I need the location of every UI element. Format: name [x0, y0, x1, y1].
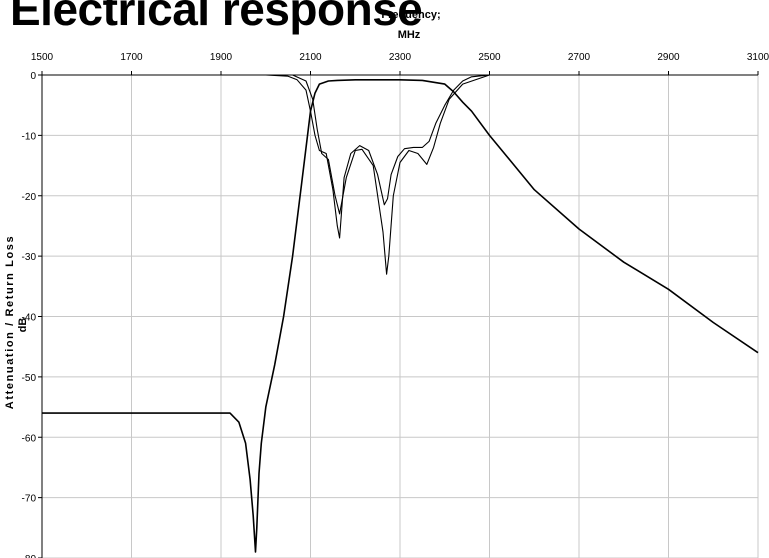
tick-labels: 1500 1700 1900 2100 2300 2500 2700 2900 3100 0 -10… — [22, 52, 769, 558]
y-tick-label: -30 — [22, 252, 37, 263]
y-axis-title-line2: dB — [17, 318, 29, 333]
y-tick-label: -50 — [22, 373, 37, 384]
axis-titles: Frequency; MHz Attenuation / Return Loss… — [4, 9, 441, 409]
x-tick-label: 2500 — [478, 52, 501, 63]
series-group — [42, 74, 759, 553]
x-tick-label: 1900 — [210, 52, 233, 63]
x-tick-label: 2300 — [389, 52, 412, 63]
y-tick-label: -20 — [22, 192, 37, 203]
x-tick-label: 2100 — [299, 52, 322, 63]
y-tick-label: 0 — [30, 71, 36, 82]
series-line-3 — [42, 74, 758, 275]
y-axis-title-line1: Attenuation / Return Loss — [4, 235, 16, 409]
y-tick-label: -60 — [22, 433, 37, 444]
y-tick-label: -70 — [22, 494, 37, 505]
page-title: Electrical response — [10, 0, 423, 35]
y-tick-label: -40 — [22, 313, 37, 324]
x-axis-title-line1: Frequency; — [381, 9, 440, 21]
series-line-2 — [42, 74, 758, 239]
x-tick-label: 1500 — [31, 52, 54, 63]
x-tick-label: 2900 — [657, 52, 680, 63]
x-axis-title-line2: MHz — [398, 29, 421, 41]
y-tick-label: -10 — [22, 131, 37, 142]
x-tick-label: 3100 — [747, 52, 769, 63]
x-tick-label: 1700 — [120, 52, 143, 63]
y-tick-label: -80 — [22, 554, 37, 558]
grid — [41, 74, 759, 558]
x-tick-label: 2700 — [568, 52, 591, 63]
axes — [38, 71, 759, 558]
